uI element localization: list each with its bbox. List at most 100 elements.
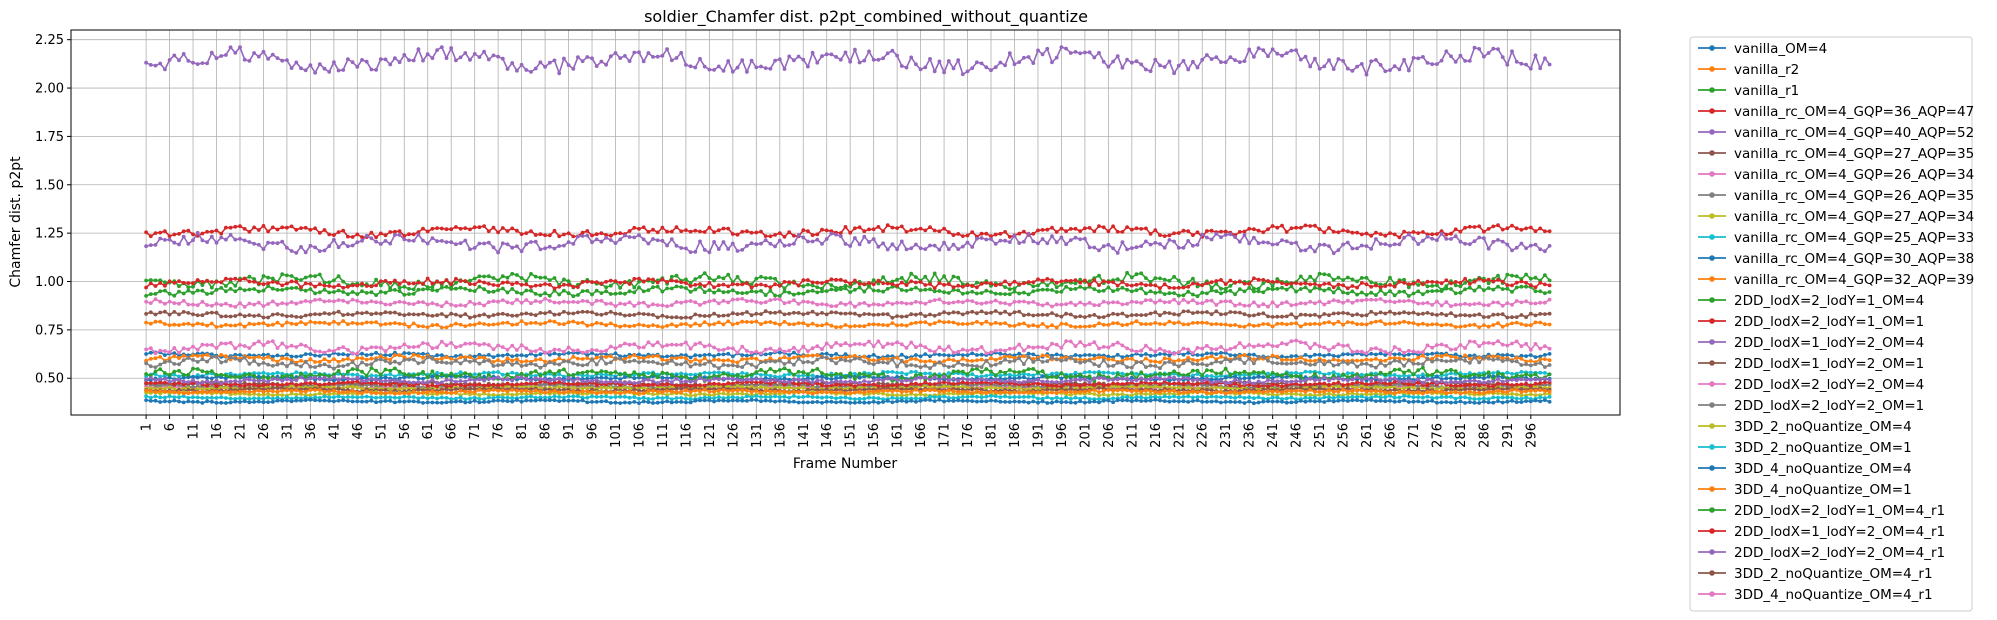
data-point bbox=[1313, 371, 1317, 376]
data-point bbox=[1054, 371, 1059, 376]
data-point bbox=[303, 374, 308, 379]
data-point bbox=[876, 377, 881, 382]
data-point bbox=[702, 378, 707, 383]
data-point bbox=[266, 355, 270, 359]
data-point bbox=[1406, 378, 1411, 383]
data-point bbox=[853, 371, 857, 376]
data-point bbox=[1144, 322, 1148, 326]
data-point bbox=[1125, 322, 1129, 327]
data-point bbox=[702, 271, 707, 275]
data-point bbox=[665, 382, 669, 387]
data-point bbox=[1153, 353, 1158, 358]
data-point bbox=[735, 275, 740, 279]
data-point bbox=[768, 66, 773, 71]
data-point bbox=[289, 384, 294, 389]
data-point bbox=[1331, 278, 1336, 282]
data-point bbox=[144, 377, 149, 382]
data-point bbox=[773, 233, 777, 237]
data-point bbox=[1186, 351, 1191, 355]
data-point bbox=[782, 379, 787, 384]
data-point bbox=[1007, 368, 1012, 372]
data-point bbox=[562, 322, 566, 327]
data-point bbox=[350, 351, 355, 356]
data-point bbox=[787, 385, 792, 390]
data-point bbox=[374, 345, 378, 350]
data-point bbox=[1120, 376, 1125, 381]
data-point bbox=[397, 383, 402, 388]
data-point bbox=[378, 345, 383, 350]
data-point bbox=[876, 281, 881, 286]
data-point bbox=[1167, 382, 1172, 386]
data-point bbox=[308, 63, 313, 67]
data-point bbox=[1186, 385, 1191, 390]
data-point bbox=[153, 378, 158, 383]
data-point bbox=[1439, 379, 1444, 384]
data-point bbox=[979, 61, 984, 66]
data-point bbox=[393, 229, 397, 234]
data-point bbox=[360, 321, 364, 326]
data-point bbox=[421, 58, 425, 63]
data-point bbox=[1435, 380, 1439, 385]
data-point bbox=[1313, 382, 1317, 387]
data-point bbox=[1359, 378, 1364, 383]
data-point bbox=[1054, 285, 1059, 290]
data-point bbox=[1303, 369, 1308, 374]
data-point bbox=[533, 233, 538, 237]
data-point bbox=[435, 353, 439, 358]
data-point bbox=[740, 229, 745, 234]
data-point bbox=[1547, 352, 1552, 356]
data-point bbox=[486, 353, 491, 357]
data-point bbox=[698, 359, 702, 364]
data-point bbox=[322, 357, 327, 361]
data-point bbox=[261, 374, 266, 379]
data-point bbox=[984, 231, 989, 236]
data-point bbox=[369, 381, 374, 386]
data-point bbox=[439, 226, 444, 231]
data-point bbox=[763, 385, 768, 390]
series-vanilla_r2 bbox=[144, 319, 1552, 330]
data-point bbox=[871, 278, 876, 283]
data-point bbox=[1237, 384, 1242, 388]
data-point bbox=[665, 354, 669, 359]
data-point bbox=[707, 378, 712, 383]
data-point bbox=[491, 370, 496, 375]
data-point bbox=[341, 319, 346, 323]
data-point bbox=[472, 383, 477, 388]
data-point bbox=[1167, 353, 1172, 358]
data-point bbox=[1115, 377, 1120, 382]
data-point bbox=[449, 384, 454, 388]
data-point bbox=[378, 283, 383, 288]
data-point bbox=[205, 343, 210, 347]
data-point bbox=[951, 358, 956, 362]
data-point bbox=[491, 225, 496, 230]
data-point bbox=[238, 383, 242, 388]
data-point bbox=[327, 377, 332, 382]
data-point bbox=[1111, 384, 1115, 389]
data-point bbox=[1345, 382, 1350, 387]
data-point bbox=[543, 275, 547, 280]
data-point bbox=[745, 353, 749, 358]
data-point bbox=[1439, 58, 1444, 63]
data-point bbox=[1402, 379, 1406, 384]
data-point bbox=[1195, 386, 1200, 391]
data-point bbox=[834, 382, 838, 387]
data-point bbox=[1223, 286, 1228, 291]
data-point bbox=[1322, 321, 1327, 325]
data-point bbox=[1176, 231, 1181, 235]
data-point bbox=[599, 372, 604, 377]
data-point bbox=[477, 225, 482, 230]
data-point bbox=[1167, 59, 1172, 64]
data-point bbox=[1430, 322, 1435, 327]
data-point bbox=[881, 275, 885, 279]
data-point bbox=[313, 70, 317, 75]
data-point bbox=[773, 378, 777, 382]
data-point bbox=[317, 320, 322, 325]
data-point bbox=[604, 380, 608, 384]
data-point bbox=[209, 369, 214, 373]
data-point bbox=[989, 378, 993, 383]
data-point bbox=[1458, 229, 1463, 234]
data-point bbox=[303, 225, 308, 230]
data-point bbox=[299, 358, 303, 363]
data-point bbox=[1148, 377, 1153, 381]
data-point bbox=[1209, 354, 1214, 359]
